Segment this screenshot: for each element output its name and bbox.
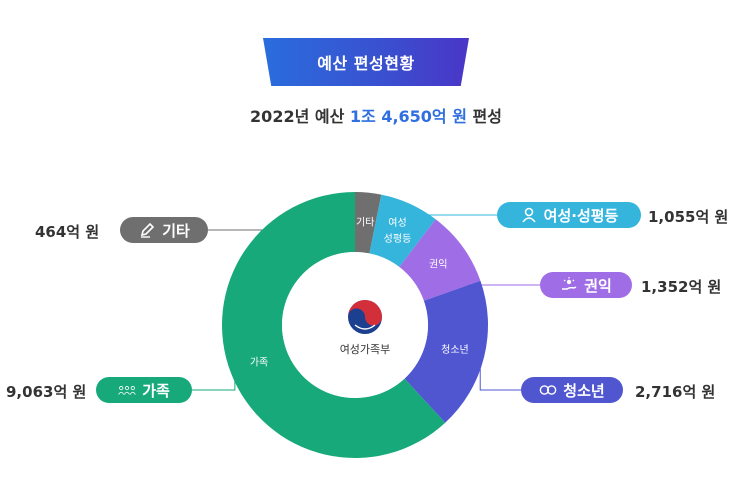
amount-rights: 1,352억 원 <box>641 278 722 296</box>
page-title: 예산 편성현황 <box>317 54 415 73</box>
emblem-icon <box>348 300 382 334</box>
ring-label-gender: 여성 성평등 <box>384 217 412 245</box>
pen-icon <box>138 221 156 239</box>
family-icon <box>118 381 136 399</box>
legend-badge-rights: 권익 <box>540 272 632 298</box>
summary-suffix: 편성 <box>466 107 502 126</box>
slice-family <box>221 192 446 458</box>
legend-badge-other: 기타 <box>120 217 208 243</box>
org-name: 여성가족부 <box>339 343 391 356</box>
ring-label-rights: 권익 <box>429 258 447 270</box>
slice-youth <box>404 280 488 423</box>
legend-label-family: 가족 <box>142 381 170 400</box>
budget-summary: 2022년 예산 1조 4,650억 원 편성 <box>0 103 752 127</box>
legend-label-other: 기타 <box>162 221 190 240</box>
legend-badge-youth: 청소년 <box>521 377 623 403</box>
title-ribbon: 예산 편성현황 <box>263 38 469 86</box>
amount-gender: 1,055억 원 <box>648 208 729 226</box>
ring-label-family: 가족 <box>250 357 268 369</box>
amount-youth: 2,716억 원 <box>635 383 716 401</box>
ring-label-other: 기타 <box>356 217 374 229</box>
person-icon <box>520 206 538 224</box>
slice-rights <box>399 219 481 301</box>
legend-badge-gender: 여성·성평등 <box>497 202 641 228</box>
summary-total: 1조 4,650억 원 <box>349 107 467 126</box>
slice-other <box>355 192 382 254</box>
ring-label-youth: 청소년 <box>441 344 469 356</box>
connector-youth <box>479 356 521 391</box>
legend-label-youth: 청소년 <box>563 381 605 400</box>
youth-faces-icon <box>539 381 557 399</box>
legend-label-gender: 여성·성평등 <box>543 206 619 225</box>
summary-prefix: 2022년 예산 <box>250 107 350 126</box>
hand-care-icon <box>560 276 578 294</box>
amount-other: 464억 원 <box>35 223 100 241</box>
legend-label-rights: 권익 <box>584 276 612 295</box>
connector-family <box>192 371 236 391</box>
amount-family: 9,063억 원 <box>6 383 87 401</box>
legend-badge-family: 가족 <box>96 377 192 403</box>
slice-gender <box>369 194 436 267</box>
